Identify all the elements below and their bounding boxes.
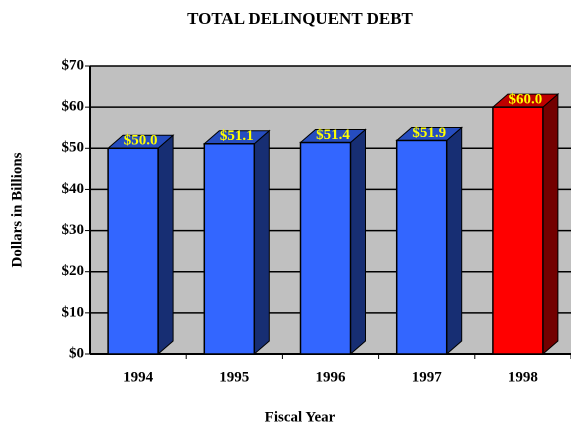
bar-side	[542, 93, 559, 356]
bar	[395, 126, 464, 356]
bar	[299, 128, 367, 356]
y-tick-label: $70	[62, 57, 85, 73]
y-axis-label: Dollars in Billions	[9, 152, 25, 267]
value-label: $51.1	[220, 128, 254, 144]
y-tick-label: $30	[62, 222, 85, 238]
y-tick-label: $0	[69, 345, 84, 361]
x-tick-label: 1994	[123, 369, 154, 385]
value-label: $51.4	[316, 127, 350, 143]
bar-front	[492, 106, 544, 355]
x-tick-label: 1995	[219, 369, 249, 385]
x-tick-label: 1998	[508, 369, 538, 385]
bar	[106, 134, 175, 356]
value-label: $60.0	[509, 92, 543, 108]
x-tick-label: 1997	[412, 369, 443, 385]
x-axis-label: Fiscal Year	[265, 409, 336, 425]
y-tick-label: $40	[62, 181, 85, 197]
y-tick-label: $60	[62, 99, 85, 115]
chart-title: TOTAL DELINQUENT DEBT	[187, 9, 413, 28]
value-label: $51.9	[412, 125, 446, 141]
bar-side	[253, 129, 270, 356]
bar	[491, 93, 560, 356]
bar-side	[446, 126, 463, 356]
x-tick-label: 1996	[316, 369, 347, 385]
y-tick-label: $20	[62, 263, 85, 279]
bar	[202, 129, 271, 356]
bar-front	[107, 147, 159, 355]
bar-front	[203, 143, 256, 355]
bar-front	[395, 139, 448, 355]
y-tick-label: $10	[62, 304, 85, 320]
value-label: $50.0	[124, 133, 158, 149]
bar-side	[350, 128, 366, 356]
bar-front	[299, 141, 352, 355]
y-tick-label: $50	[62, 140, 85, 156]
bar-side	[157, 134, 174, 356]
